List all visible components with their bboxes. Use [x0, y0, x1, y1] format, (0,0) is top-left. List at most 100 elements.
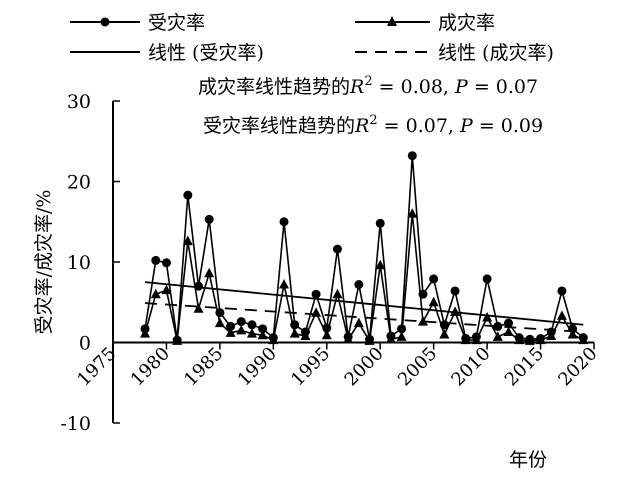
data-point-circle: [258, 324, 268, 334]
data-point-triangle: [535, 334, 546, 345]
data-point-triangle: [214, 317, 225, 328]
data-point-triangle: [428, 296, 439, 307]
data-point-triangle: [407, 208, 418, 218]
series-line-1: [144, 155, 584, 341]
y-tick-label: 30: [67, 91, 91, 113]
data-point-circle: [429, 274, 439, 284]
data-point-triangle: [353, 317, 364, 328]
data-point-triangle: [300, 330, 311, 341]
data-point-circle: [194, 281, 204, 291]
y-tick-label: 20: [67, 172, 91, 194]
data-point-circle: [450, 286, 460, 296]
data-point-triangle: [257, 329, 268, 340]
annotation-2-sup: 2: [369, 113, 377, 128]
data-point-circle: [407, 151, 417, 161]
data-point-triangle: [193, 303, 204, 313]
data-point-triangle: [321, 329, 332, 340]
y-tick-label: 10: [67, 252, 91, 274]
data-point-circle: [161, 258, 171, 268]
annotation-2-pvar: P: [459, 115, 474, 137]
x-tick-label: 1995: [287, 343, 334, 390]
data-point-circle: [332, 244, 342, 254]
data-point-triangle: [172, 335, 183, 345]
x-tick-label: 2005: [394, 343, 441, 390]
data-point-triangle: [225, 327, 236, 337]
data-point-triangle: [482, 312, 493, 322]
x-tick-label: 1980: [127, 343, 174, 390]
legend-label-trend-1: 线性 (受灾率): [148, 42, 264, 64]
annotation-1-sup: 2: [364, 74, 372, 89]
data-point-triangle: [332, 288, 343, 299]
legend-label-series-1: 受灾率: [148, 12, 205, 34]
data-point-triangle: [236, 324, 247, 335]
data-point-triangle: [417, 316, 428, 326]
x-tick-label: 1990: [234, 343, 281, 390]
data-point-triangle: [182, 235, 193, 246]
data-point-triangle: [556, 310, 567, 320]
legend-label-series-2: 成灾率: [438, 12, 495, 34]
annotation-1-stat: R: [349, 76, 364, 98]
data-point-triangle: [578, 334, 589, 345]
data-point-triangle: [439, 328, 450, 339]
annotation-1-rest: = 0.08,: [373, 76, 455, 98]
x-tick-label: 2020: [554, 343, 601, 390]
legend-label-trend-2: 线性 (成灾率): [438, 42, 554, 64]
data-point-circle: [279, 217, 289, 227]
data-point-circle: [183, 190, 193, 200]
data-point-triangle: [460, 334, 471, 345]
data-point-circle: [226, 321, 236, 331]
data-point-triangle: [503, 326, 514, 337]
data-point-circle: [311, 289, 321, 299]
annotation-2-rest: = 0.07,: [378, 115, 460, 137]
data-point-circle: [557, 286, 567, 296]
legend-marker-circle: [100, 17, 110, 27]
data-point-triangle: [311, 307, 322, 317]
data-point-circle: [151, 255, 161, 265]
data-point-triangle: [375, 259, 386, 270]
data-point-triangle: [140, 328, 151, 338]
x-axis-title: 年份: [509, 449, 547, 471]
data-point-triangle: [450, 306, 461, 316]
trendline-1: [144, 281, 584, 326]
data-point-triangle: [343, 333, 354, 344]
x-tick-label: 2010: [447, 343, 494, 390]
annotation-1-prefix: 成灾率线性趋势的: [198, 76, 350, 98]
annotation-affected-trend: 受灾率线性趋势的R2 = 0.07, P = 0.09: [203, 113, 543, 137]
data-point-triangle: [396, 331, 407, 341]
annotation-2-pval: = 0.09: [473, 115, 543, 137]
data-point-triangle: [279, 279, 290, 289]
data-point-triangle: [289, 328, 300, 338]
data-point-circle: [482, 274, 492, 284]
data-point-triangle: [471, 334, 482, 345]
data-point-circle: [354, 280, 364, 290]
legend: 受灾率 成灾率 线性 (受灾率) 线性 (成灾率): [70, 12, 554, 64]
x-tick-label: 2000: [341, 343, 388, 390]
data-point-triangle: [161, 284, 172, 295]
data-point-triangle: [567, 328, 578, 339]
data-point-triangle: [246, 328, 257, 338]
annotation-2-stat: R: [354, 115, 369, 137]
data-point-triangle: [546, 330, 557, 341]
data-point-circle: [503, 318, 513, 328]
data-point-triangle: [492, 331, 503, 341]
x-tick-label: 2015: [501, 343, 548, 390]
y-tick-label: 0: [79, 333, 91, 355]
annotation-1-pval: = 0.07: [468, 76, 538, 98]
data-point-triangle: [268, 334, 279, 345]
data-point-triangle: [385, 333, 396, 344]
data-point-triangle: [524, 335, 535, 345]
data-point-circle: [493, 321, 503, 331]
annotation-1-pvar: P: [454, 76, 469, 98]
plot-area: [140, 151, 589, 345]
data-point-circle: [236, 317, 246, 327]
annotation-2-prefix: 受灾率线性趋势的: [203, 115, 355, 137]
data-point-circle: [247, 320, 257, 330]
data-point-triangle: [514, 334, 525, 345]
data-point-triangle: [150, 288, 161, 299]
annotation-severe-trend: 成灾率线性趋势的R2 = 0.08, P = 0.07: [198, 74, 538, 98]
legend-marker-triangle: [387, 16, 397, 26]
y-tick-label: -10: [60, 413, 91, 435]
data-point-triangle: [204, 267, 215, 278]
